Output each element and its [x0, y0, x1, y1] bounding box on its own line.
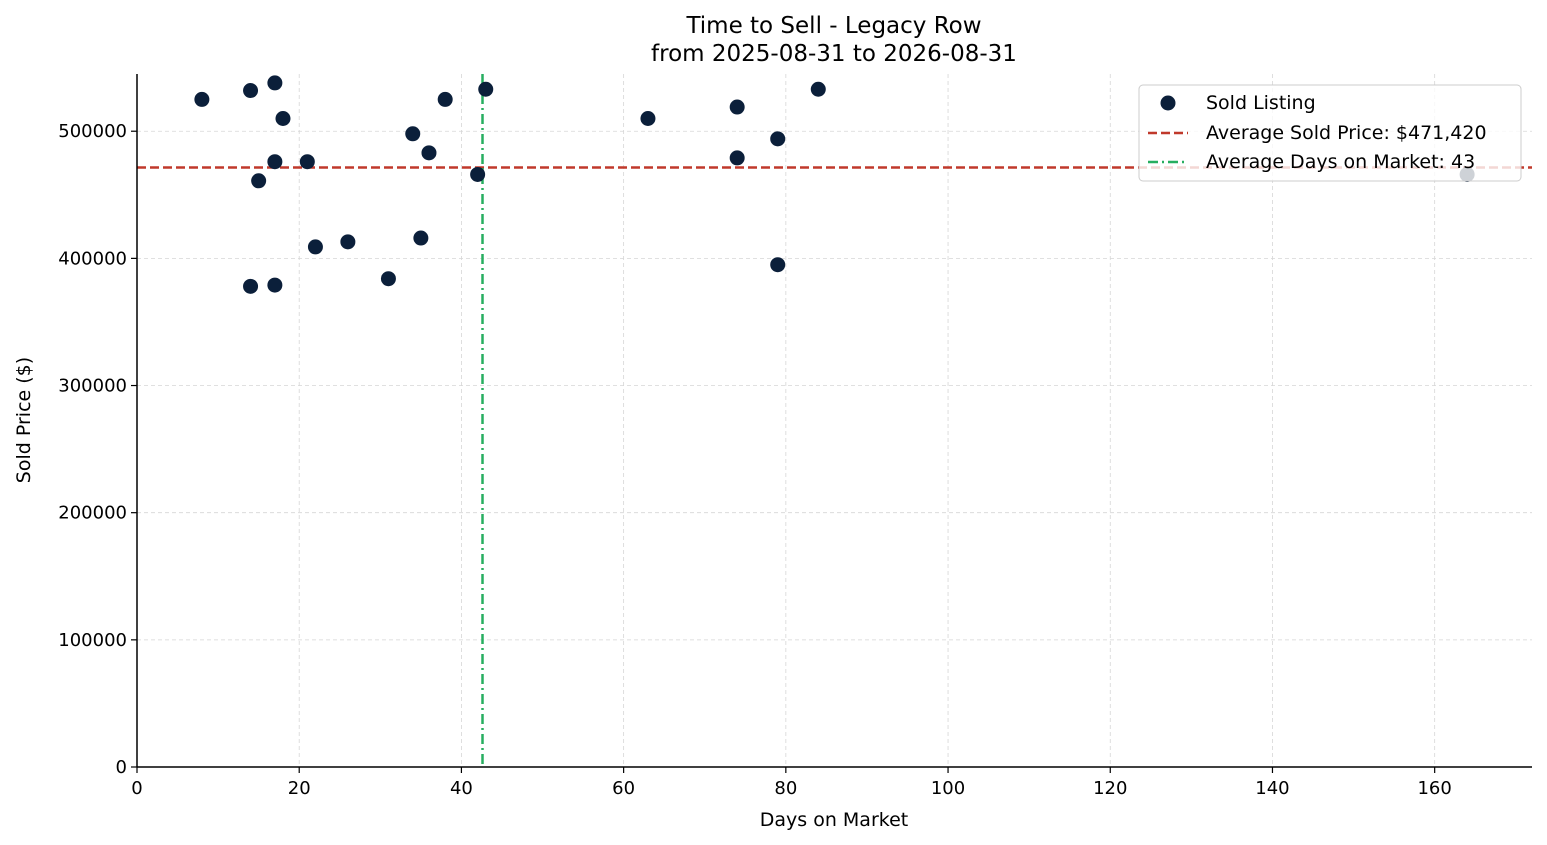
x-tick-label: 160: [1417, 778, 1451, 799]
x-tick-label: 40: [450, 778, 473, 799]
sold-listing-point: [243, 83, 259, 99]
sold-listing-point: [413, 230, 429, 246]
sold-listing-point: [770, 257, 786, 273]
sold-listing-point: [380, 271, 396, 287]
sold-listing-point: [729, 150, 745, 166]
x-ticks: 0 20 40 60 80 100 120 140 160: [131, 767, 1452, 799]
y-tick-label: 300000: [58, 376, 127, 397]
sold-listing-point: [437, 91, 453, 107]
sold-listing-point: [640, 111, 656, 127]
legend-marker-sold-listing: [1160, 95, 1176, 111]
sold-listing-point: [470, 166, 486, 182]
sold-listing-point: [770, 131, 786, 147]
y-tick-label: 400000: [58, 248, 127, 269]
legend-label-sold-listing: Sold Listing: [1206, 92, 1316, 114]
x-tick-label: 140: [1255, 778, 1289, 799]
y-tick-label: 500000: [58, 121, 127, 142]
y-ticks: 0 100000 200000 300000 400000 500000: [58, 121, 137, 778]
sold-listing-point: [299, 154, 315, 170]
grid: [137, 74, 1532, 767]
legend-label-average-price: Average Sold Price: $471,420: [1206, 122, 1487, 144]
sold-listing-point: [267, 277, 283, 293]
sold-listing-point: [340, 234, 356, 250]
sold-listing-point: [810, 81, 826, 97]
chart-subtitle: from 2025-08-31 to 2026-08-31: [651, 41, 1017, 67]
sold-listing-point: [275, 111, 291, 127]
sold-listing-point: [478, 81, 494, 97]
sold-listing-point: [251, 173, 267, 189]
y-tick-label: 200000: [58, 503, 127, 524]
sold-listing-point: [405, 126, 421, 142]
x-tick-label: 20: [288, 778, 311, 799]
legend-box: [1138, 84, 1522, 182]
x-axis-label: Days on Market: [760, 809, 908, 831]
sold-listing-point: [307, 239, 323, 255]
sold-listing-point: [729, 99, 745, 115]
legend-label-average-days: Average Days on Market: 43: [1206, 151, 1475, 173]
data-points: [194, 75, 1475, 294]
chart-title: Time to Sell - Legacy Row: [685, 13, 981, 39]
x-tick-label: 80: [774, 778, 797, 799]
y-tick-label: 0: [116, 757, 127, 778]
sold-listing-point: [267, 75, 283, 91]
sold-listing-point: [243, 278, 259, 294]
sold-listing-point: [267, 154, 283, 170]
y-tick-label: 100000: [58, 630, 127, 651]
x-tick-label: 100: [931, 778, 965, 799]
x-tick-label: 0: [131, 778, 142, 799]
legend: Sold Listing Average Sold Price: $471,42…: [1138, 84, 1522, 182]
sold-listing-point: [421, 145, 437, 161]
x-tick-label: 60: [612, 778, 635, 799]
x-tick-label: 120: [1093, 778, 1127, 799]
y-axis-label: Sold Price ($): [13, 357, 35, 483]
sold-listing-point: [194, 91, 210, 107]
